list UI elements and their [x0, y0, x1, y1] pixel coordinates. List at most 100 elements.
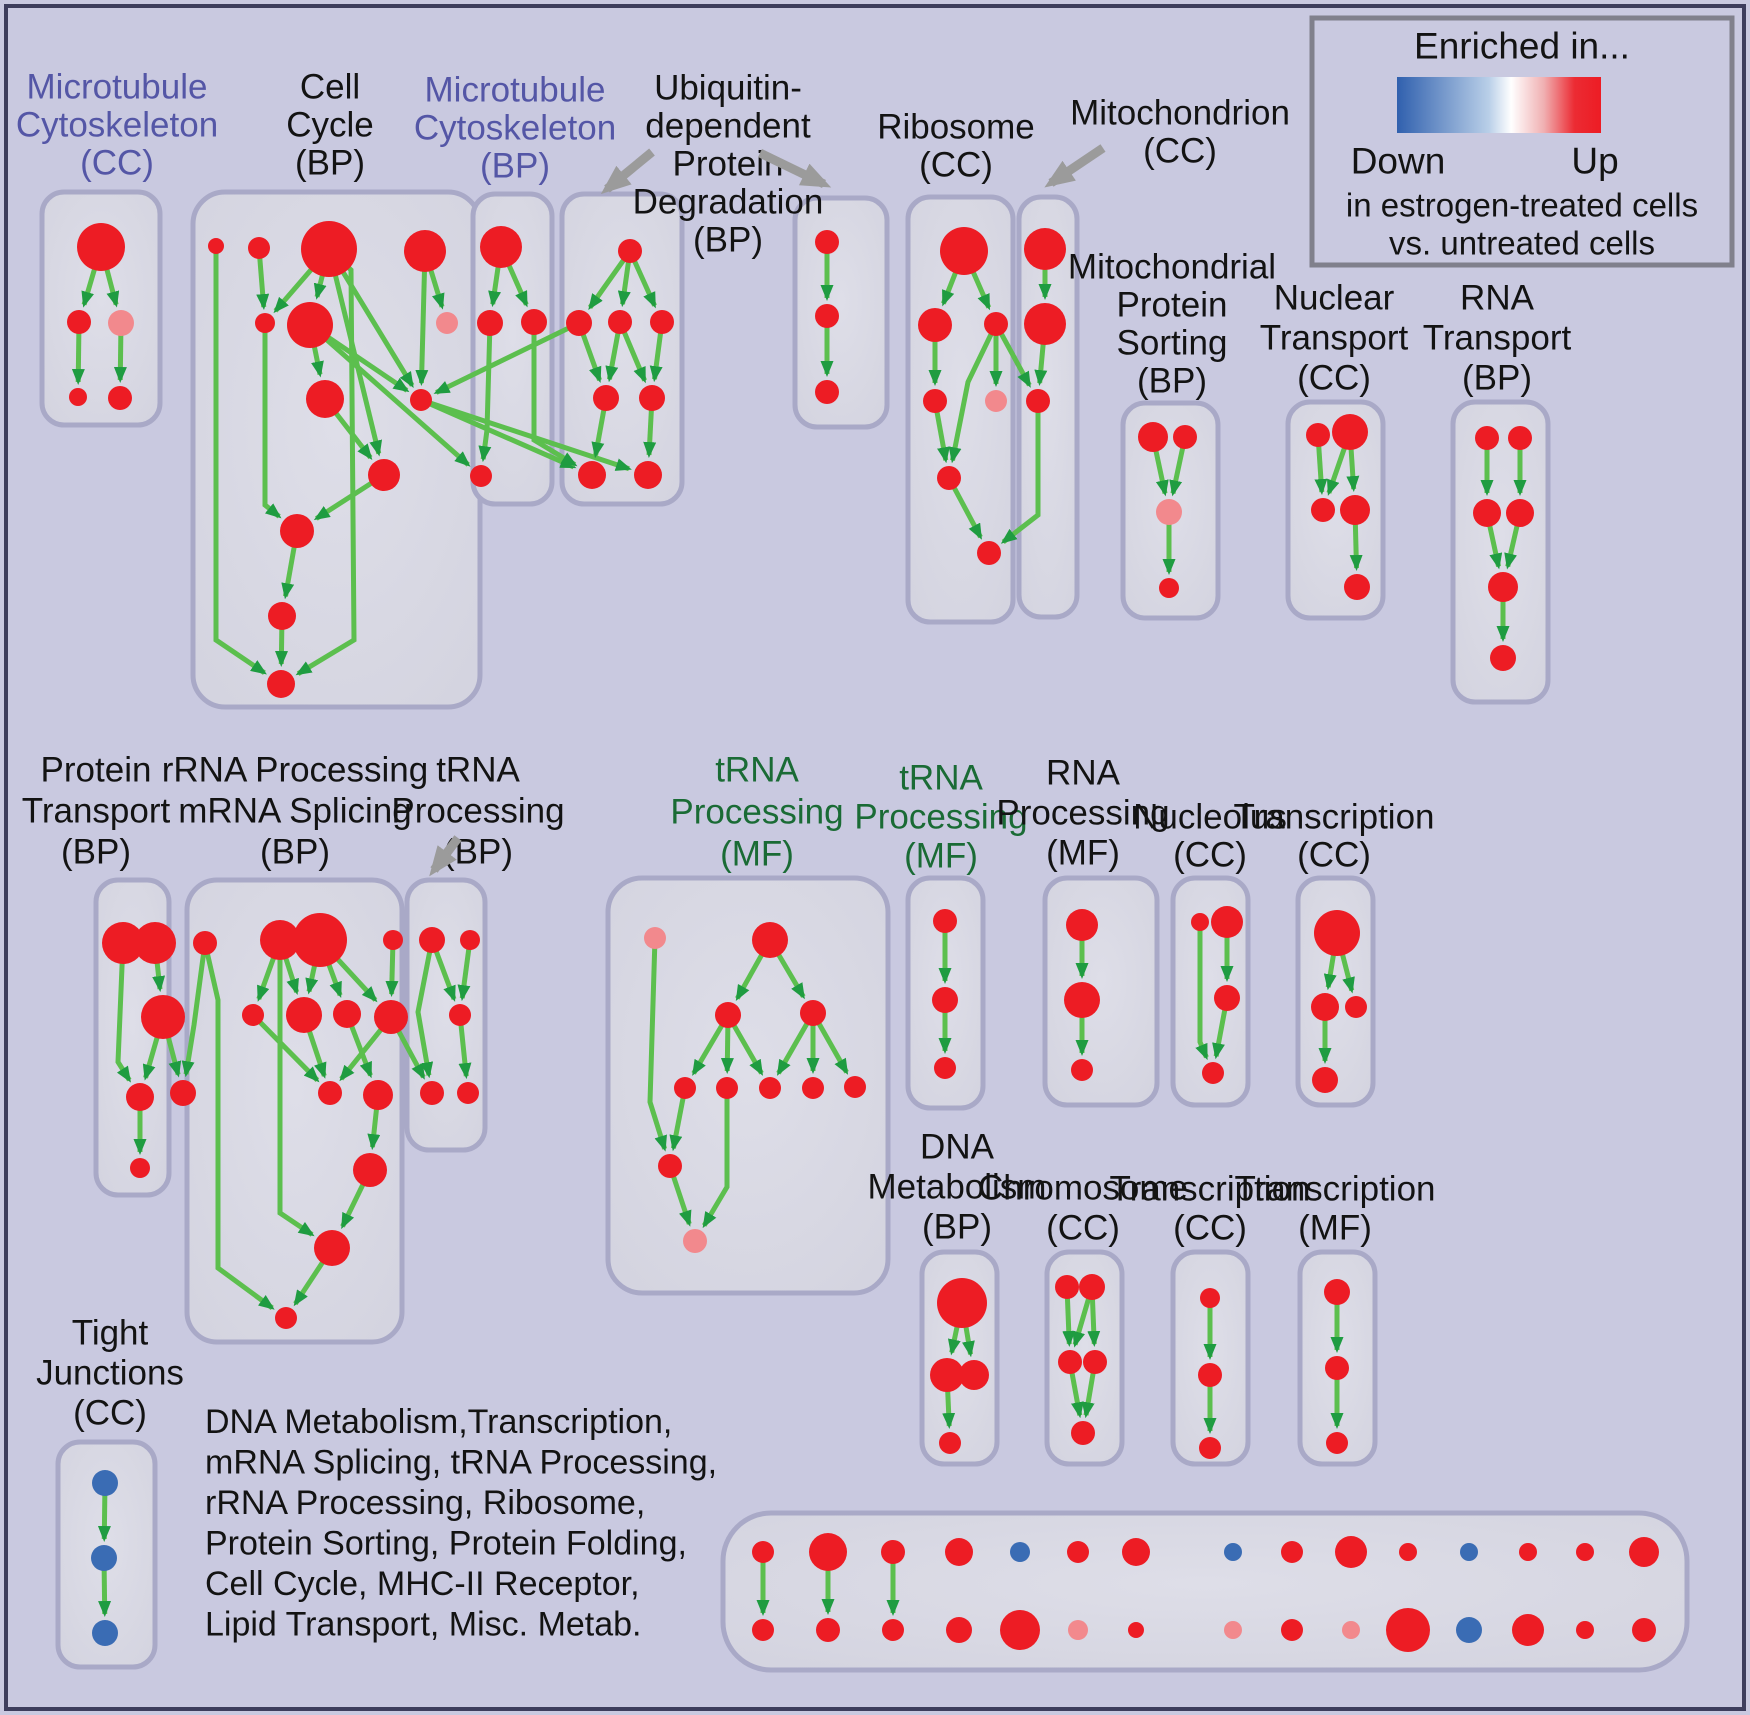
node-mtcc5 [108, 386, 132, 410]
edge-rr1-rr13 [202, 942, 275, 1310]
nuclear-transport-label-line-1: Nuclear [1274, 279, 1395, 318]
tight-junctions-label-line-3: (CC) [73, 1394, 147, 1433]
microtubule-cc-label-line-1: Microtubule [27, 68, 208, 107]
cluster-box-microtubule-cc [39, 189, 163, 428]
transcription-cc-label-line-1: Transcription [1234, 798, 1435, 837]
node-ty1 [1324, 1279, 1350, 1305]
node-ch3 [1058, 1350, 1082, 1374]
node-rt5 [1488, 572, 1518, 602]
node-mtbp1 [480, 226, 522, 268]
node-ccD [404, 230, 446, 272]
node-rr5 [242, 1004, 264, 1026]
edge-mtbp3-ubBL [531, 322, 578, 467]
edge-rr5-rr9 [251, 1013, 320, 1083]
cluster-box-rna-processing [1042, 875, 1160, 1108]
node-mtcc2 [67, 310, 91, 334]
node-ubBL [578, 461, 606, 489]
node-dm4 [939, 1432, 961, 1454]
node-rt6 [1490, 645, 1516, 671]
node-tj2 [91, 1545, 117, 1571]
node-ubMR [639, 385, 665, 411]
node-rr9 [318, 1081, 342, 1105]
node-ch2 [1079, 1274, 1105, 1300]
node-tx1 [1200, 1288, 1220, 1308]
node-ms3 [1156, 499, 1182, 525]
node-tx2 [1198, 1363, 1222, 1387]
trna-mf-2-label-line-2: Processing [854, 798, 1027, 837]
node-bb12b [1456, 1617, 1482, 1643]
node-bb5b [1000, 1610, 1040, 1650]
legend: Enriched in... Down Up in estrogen-treated … [1309, 15, 1735, 268]
node-ch5 [1071, 1421, 1095, 1445]
node-pt3 [141, 995, 185, 1039]
misc-text-line-2: mRNA Splicing, tRNA Processing, [205, 1444, 717, 1482]
rna-processing-label-line-3: (MF) [1046, 834, 1120, 873]
node-pt5 [170, 1080, 196, 1106]
transcription-cc-2-label-line-2: (CC) [1173, 1209, 1247, 1248]
cluster-box-transcription-cc-2 [1170, 1249, 1251, 1467]
trna-mf-central-label-line-3: (MF) [720, 835, 794, 874]
transcription-cc-2-label-line-1: Transcription [1110, 1170, 1311, 1209]
edge-pt1-pt4 [115, 942, 132, 1083]
node-rr7 [333, 1000, 361, 1028]
node-nt4 [1340, 495, 1370, 525]
node-ms1 [1138, 422, 1168, 452]
dna-metabolism-label-line-2: Metabolism [868, 1168, 1047, 1207]
node-bb3b [882, 1619, 904, 1641]
nodes [67, 221, 1659, 1652]
edge-ccI-ubBL [419, 397, 577, 470]
node-rb2 [918, 308, 952, 342]
node-tb3 [449, 1004, 471, 1026]
edge-mc3-rb7 [1000, 401, 1041, 544]
rna-processing-label-line-2: Processing [996, 794, 1169, 833]
rna-processing-label-line-1: RNA [1046, 754, 1121, 793]
node-tmb4 [802, 1077, 824, 1099]
nucleolus-label-line-2: (CC) [1173, 836, 1247, 875]
node-tmR [800, 1000, 826, 1026]
node-bb8b [1224, 1621, 1242, 1639]
node-ubBR [634, 461, 662, 489]
ubiquitin-label-line-3: Protein [673, 145, 784, 184]
node-tmb1 [674, 1077, 696, 1099]
node-rb5 [985, 390, 1007, 412]
node-rr11 [353, 1153, 387, 1187]
node-dm2 [930, 1358, 964, 1392]
node-bb14b [1576, 1621, 1594, 1639]
mitochondrion-label-line-1: Mitochondrion [1070, 94, 1290, 133]
trna-mf-central-label-line-2: Processing [670, 793, 843, 832]
node-pt1 [102, 922, 144, 964]
node-ccH [306, 380, 344, 418]
edge-ccD-ccI [415, 250, 429, 387]
node-ty2 [1325, 1356, 1349, 1380]
rrna-mrna-label-line-1: rRNA Processing [162, 751, 428, 790]
protein-transport-label-line-1: Protein [41, 751, 152, 790]
node-rb1 [940, 227, 988, 275]
node-ccL [268, 602, 296, 630]
node-mtcc1 [77, 223, 125, 271]
node-bb7b [1128, 1622, 1144, 1638]
node-rr1 [193, 931, 217, 955]
legend-gradient-bar [1397, 77, 1601, 133]
node-bb15b [1632, 1618, 1656, 1642]
trna-mf-2-label-line-3: (MF) [904, 837, 978, 876]
misc-text-line-5: Cell Cycle, MHC-II Receptor, [205, 1565, 640, 1603]
node-rt4 [1506, 499, 1534, 527]
node-rt3 [1473, 499, 1501, 527]
node-ubR [650, 310, 674, 334]
protein-transport-label-line-2: Transport [22, 792, 171, 831]
microtubule-cc-label-line-3: (CC) [80, 144, 154, 183]
pointer-to-trna-bp-box [429, 835, 462, 877]
node-rb3 [984, 312, 1008, 336]
ubiquitin-label-line-4: Degradation [633, 183, 824, 222]
mito-sorting-label-line-2: Protein [1117, 286, 1228, 325]
node-bb9t [1281, 1541, 1303, 1563]
node-tb2 [460, 930, 480, 950]
pointer-to-ubiquitin-sub-box [758, 148, 832, 189]
cluster-box-ubiquitin-sub [792, 195, 890, 430]
node-rr4 [383, 930, 403, 950]
node-ccM [267, 670, 295, 698]
node-tc3 [1345, 996, 1367, 1018]
node-ty3 [1326, 1432, 1348, 1454]
node-bb4b [946, 1617, 972, 1643]
node-t2b [932, 987, 958, 1013]
